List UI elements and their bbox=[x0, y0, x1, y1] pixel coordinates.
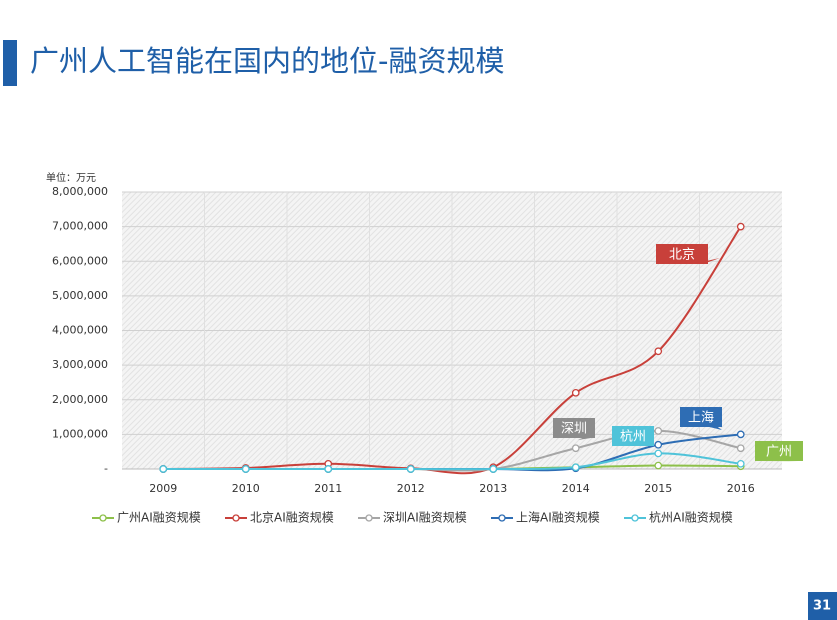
page-box bbox=[808, 592, 837, 620]
callout-label: 广州 bbox=[766, 445, 792, 460]
x-tick-label: 2016 bbox=[727, 482, 755, 495]
y-tick-label: 1,000,000 bbox=[52, 427, 108, 440]
x-tick-label: 2015 bbox=[644, 482, 672, 495]
data-point bbox=[241, 465, 250, 473]
data-point bbox=[736, 459, 745, 468]
legend-label: 深圳AI融资规模 bbox=[383, 510, 467, 525]
data-point bbox=[654, 347, 663, 356]
x-tick-label: 2013 bbox=[479, 482, 507, 495]
data-point bbox=[406, 465, 415, 473]
data-point bbox=[489, 465, 498, 473]
x-tick-label: 2014 bbox=[562, 482, 590, 495]
callout-box bbox=[612, 426, 654, 446]
chart: - 1,000,000 2,000,000 3,000,000 4,000,000 5,0… bbox=[52, 185, 803, 525]
legend-marker bbox=[232, 514, 240, 522]
callout-pointer bbox=[744, 461, 799, 462]
y-tick-label: 3,000,000 bbox=[52, 358, 108, 371]
callout-label: 深圳 bbox=[561, 422, 587, 437]
legend-label: 北京AI融资规模 bbox=[250, 510, 334, 525]
legend-marker bbox=[631, 514, 639, 522]
slide-title: 广州人工智能在国内的地位-融资规模 bbox=[30, 44, 504, 78]
callout-box bbox=[680, 407, 722, 427]
data-point bbox=[654, 427, 663, 435]
unit-label: 单位：万元 bbox=[46, 171, 96, 184]
page-number: 31 bbox=[813, 599, 831, 614]
y-tick-label: 5,000,000 bbox=[52, 289, 108, 302]
callout-label: 上海 bbox=[688, 411, 714, 426]
callout-box bbox=[553, 418, 595, 438]
callout-box bbox=[656, 244, 708, 264]
y-tick-label: 4,000,000 bbox=[52, 324, 108, 337]
y-tick-label: - bbox=[104, 462, 108, 475]
data-point bbox=[159, 465, 168, 473]
y-tick-label: 6,000,000 bbox=[52, 254, 108, 267]
y-tick-label: 8,000,000 bbox=[52, 185, 108, 198]
data-point bbox=[654, 461, 663, 470]
callout-pointer bbox=[709, 427, 722, 430]
title-bar bbox=[3, 40, 17, 86]
x-tick-label: 2010 bbox=[232, 482, 260, 495]
data-point bbox=[571, 463, 580, 472]
data-point bbox=[571, 444, 580, 453]
x-tick-label: 2011 bbox=[314, 482, 342, 495]
legend-marker bbox=[365, 514, 373, 522]
legend-label: 杭州AI融资规模 bbox=[649, 510, 733, 525]
x-tick-label: 2009 bbox=[149, 482, 177, 495]
callout-box bbox=[755, 441, 803, 461]
data-point bbox=[736, 222, 745, 231]
data-point bbox=[654, 449, 663, 458]
legend-marker bbox=[498, 514, 506, 522]
data-point bbox=[736, 444, 745, 453]
legend-label: 广州AI融资规模 bbox=[117, 510, 201, 525]
data-point bbox=[736, 430, 745, 439]
callout-label: 北京 bbox=[669, 248, 695, 263]
callout-pointer bbox=[578, 438, 591, 440]
callout-label: 杭州 bbox=[620, 430, 646, 445]
legend-label: 上海AI融资规模 bbox=[516, 510, 600, 525]
data-point bbox=[324, 465, 333, 473]
series-line bbox=[163, 452, 741, 471]
data-point bbox=[654, 440, 663, 449]
data-point bbox=[571, 388, 580, 397]
x-tick-label: 2012 bbox=[397, 482, 425, 495]
legend-marker bbox=[99, 514, 107, 522]
y-tick-label: 2,000,000 bbox=[52, 393, 108, 406]
y-tick-label: 7,000,000 bbox=[52, 220, 108, 233]
